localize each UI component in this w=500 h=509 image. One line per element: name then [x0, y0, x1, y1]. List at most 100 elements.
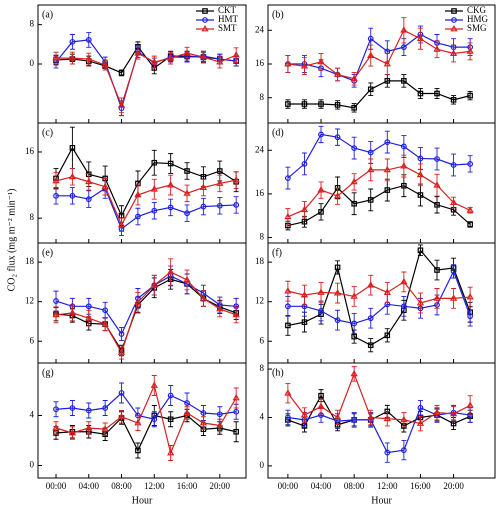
- marker: [434, 202, 440, 208]
- legend-label: SMG: [467, 23, 487, 33]
- error-bar: [151, 149, 157, 176]
- error-bar: [168, 258, 174, 286]
- series-line: [287, 281, 471, 304]
- series-line: [287, 165, 471, 218]
- y-tick-label: 8: [30, 19, 35, 29]
- series-line: [55, 392, 237, 420]
- error-bar: [285, 99, 291, 109]
- y-tick-label: 18: [25, 256, 35, 266]
- marker: [300, 411, 309, 418]
- marker: [167, 448, 175, 456]
- error-bar: [451, 44, 457, 63]
- error-bar: [233, 47, 239, 63]
- marker: [102, 307, 109, 314]
- marker: [151, 207, 158, 214]
- series-line: [287, 248, 471, 346]
- marker: [52, 54, 60, 61]
- error-bar: [200, 416, 206, 430]
- marker: [167, 416, 174, 423]
- marker: [216, 58, 224, 65]
- error-bar: [233, 306, 239, 324]
- x-tick-label: 00:00: [278, 481, 299, 491]
- marker: [416, 34, 425, 42]
- marker: [284, 175, 291, 181]
- error-bar: [384, 328, 390, 343]
- error-bar: [351, 286, 357, 307]
- error-bar: [318, 53, 324, 71]
- error-bar: [53, 172, 59, 190]
- error-bar: [86, 190, 92, 208]
- error-bar: [285, 409, 291, 426]
- error-bar: [200, 178, 206, 197]
- marker: [400, 143, 407, 150]
- error-bar: [217, 418, 223, 433]
- marker: [69, 192, 76, 199]
- marker: [350, 369, 358, 377]
- error-bar: [451, 95, 457, 105]
- marker: [232, 310, 240, 318]
- panel-frame: [37, 362, 247, 479]
- panel-frame: [267, 362, 496, 479]
- marker: [317, 402, 325, 409]
- marker: [301, 218, 308, 225]
- y-tick-label: 0: [30, 58, 35, 68]
- error-bar: [168, 385, 174, 406]
- marker: [367, 165, 375, 173]
- marker: [101, 425, 109, 432]
- error-bar: [351, 136, 357, 160]
- x-tick-label: 20:00: [210, 481, 231, 491]
- marker: [301, 101, 308, 107]
- marker: [400, 277, 408, 285]
- error-bar: [86, 32, 92, 48]
- marker: [383, 165, 391, 173]
- marker: [134, 418, 142, 426]
- marker: [150, 381, 158, 388]
- marker: [317, 186, 325, 193]
- error-bar: [119, 345, 125, 360]
- marker: [118, 70, 125, 76]
- error-bar: [351, 71, 357, 86]
- error-bar: [384, 410, 390, 427]
- error-bar: [285, 166, 291, 190]
- error-bar: [368, 307, 374, 329]
- error-bar: [335, 409, 341, 426]
- marker: [450, 97, 457, 103]
- error-bar: [417, 244, 423, 256]
- marker: [384, 78, 391, 84]
- marker: [318, 392, 324, 399]
- series-line: [287, 406, 471, 454]
- marker: [101, 60, 109, 68]
- marker: [117, 412, 126, 420]
- marker: [68, 172, 77, 180]
- error-bar: [53, 306, 59, 324]
- marker: [201, 24, 209, 32]
- marker: [334, 102, 341, 108]
- error-bar: [467, 286, 473, 308]
- error-bar: [467, 155, 473, 173]
- error-bar: [318, 99, 324, 109]
- x-tick-label: 00:00: [46, 481, 67, 491]
- x-tick-label: 04:00: [311, 481, 332, 491]
- series-line: [55, 45, 237, 74]
- legend-label: HMT: [218, 14, 239, 24]
- y-tick-label: 8: [260, 363, 265, 373]
- error-bar: [335, 187, 341, 205]
- error-bar: [417, 292, 423, 314]
- error-bar: [69, 426, 75, 440]
- marker: [284, 414, 291, 421]
- error-bar: [301, 99, 307, 109]
- error-bar: [135, 442, 141, 459]
- error-bar: [434, 196, 440, 214]
- y-tick-label: 16: [255, 58, 265, 68]
- marker: [232, 393, 240, 401]
- marker: [450, 24, 458, 32]
- error-bar: [200, 290, 206, 307]
- marker: [52, 176, 60, 184]
- error-bar: [168, 445, 174, 461]
- marker: [200, 203, 207, 210]
- y-tick-label: 24: [255, 24, 265, 34]
- marker: [134, 49, 142, 56]
- marker: [85, 177, 93, 185]
- marker: [449, 49, 458, 56]
